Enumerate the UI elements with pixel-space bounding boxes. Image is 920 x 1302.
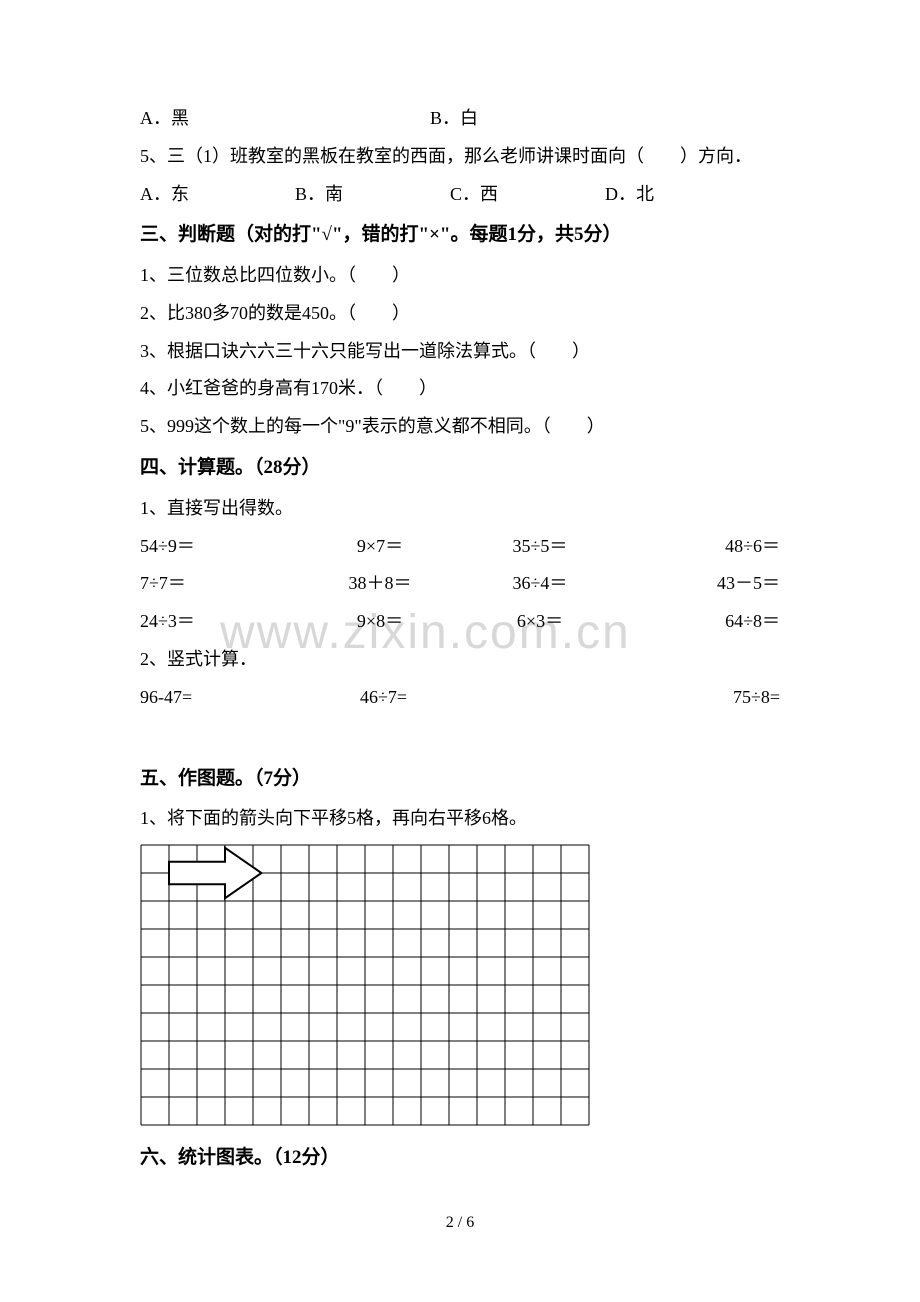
calc-row-2: 7÷7＝ 38＋8＝ 36÷4＝ 43－5＝: [140, 565, 780, 603]
calc-cell: 96-47=: [140, 679, 360, 717]
q4-opt-b: B．白: [430, 100, 478, 138]
s4-sub2: 2、竖式计算．: [140, 641, 780, 679]
q5-options: A．东 B．南 C．西 D．北: [140, 176, 780, 214]
grid-figure: [140, 844, 780, 1126]
page-content: A．黑 B．白 5、三（1）班教室的黑板在教室的西面，那么老师讲课时面向（ ）方…: [140, 100, 780, 1180]
calc-cell: 46÷7=: [360, 679, 610, 717]
calc-cell: 36÷4＝: [460, 565, 620, 603]
s3-item-1: 1、三位数总比四位数小。（ ）: [140, 257, 780, 295]
q5-opt-a: A．东: [140, 176, 295, 214]
section6-title: 六、统计图表。（12分）: [140, 1136, 780, 1180]
s3-item-2: 2、比380多70的数是450。（ ）: [140, 295, 780, 333]
calc-cell: 64÷8＝: [620, 603, 780, 641]
section4-title: 四、计算题。（28分）: [140, 446, 780, 490]
q5-text: 5、三（1）班教室的黑板在教室的西面，那么老师讲课时面向（ ）方向．: [140, 138, 780, 176]
s3-item-5: 5、999这个数上的每一个"9"表示的意义都不相同。（ ）: [140, 408, 780, 446]
s4-sub1: 1、直接写出得数。: [140, 490, 780, 528]
s5-sub1: 1、将下面的箭头向下平移5格，再向右平移6格。: [140, 800, 780, 838]
calc-cell: 54÷9＝: [140, 528, 300, 566]
grid-svg: [140, 844, 590, 1126]
section3-title: 三、判断题（对的打"√"，错的打"×"。每题1分，共5分）: [140, 213, 780, 257]
q5-opt-d: D．北: [605, 176, 760, 214]
section5-title: 五、作图题。（7分）: [140, 757, 780, 801]
q5-opt-b: B．南: [295, 176, 450, 214]
calc-cell: 48÷6＝: [620, 528, 780, 566]
calc-cell: 9×8＝: [300, 603, 460, 641]
calc-cell: 75÷8=: [610, 679, 780, 717]
calc-row-3: 24÷3＝ 9×8＝ 6×3＝ 64÷8＝: [140, 603, 780, 641]
calc-cell: 35÷5＝: [460, 528, 620, 566]
q5-opt-c: C．西: [450, 176, 605, 214]
calc-cell: 9×7＝: [300, 528, 460, 566]
calc-row-1: 54÷9＝ 9×7＝ 35÷5＝ 48÷6＝: [140, 528, 780, 566]
page-number: 2 / 6: [0, 1214, 920, 1232]
q4-options: A．黑 B．白: [140, 100, 780, 138]
calc-cell: 6×3＝: [460, 603, 620, 641]
s3-item-4: 4、小红爸爸的身高有170米．（ ）: [140, 370, 780, 408]
calc-cell: 24÷3＝: [140, 603, 300, 641]
q4-opt-a: A．黑: [140, 100, 430, 138]
s3-item-3: 3、根据口诀六六三十六只能写出一道除法算式。（ ）: [140, 333, 780, 371]
calc-cell: 7÷7＝: [140, 565, 300, 603]
calc-cell: 38＋8＝: [300, 565, 460, 603]
calc-row-4: 96-47= 46÷7= 75÷8=: [140, 679, 780, 717]
calc-cell: 43－5＝: [620, 565, 780, 603]
